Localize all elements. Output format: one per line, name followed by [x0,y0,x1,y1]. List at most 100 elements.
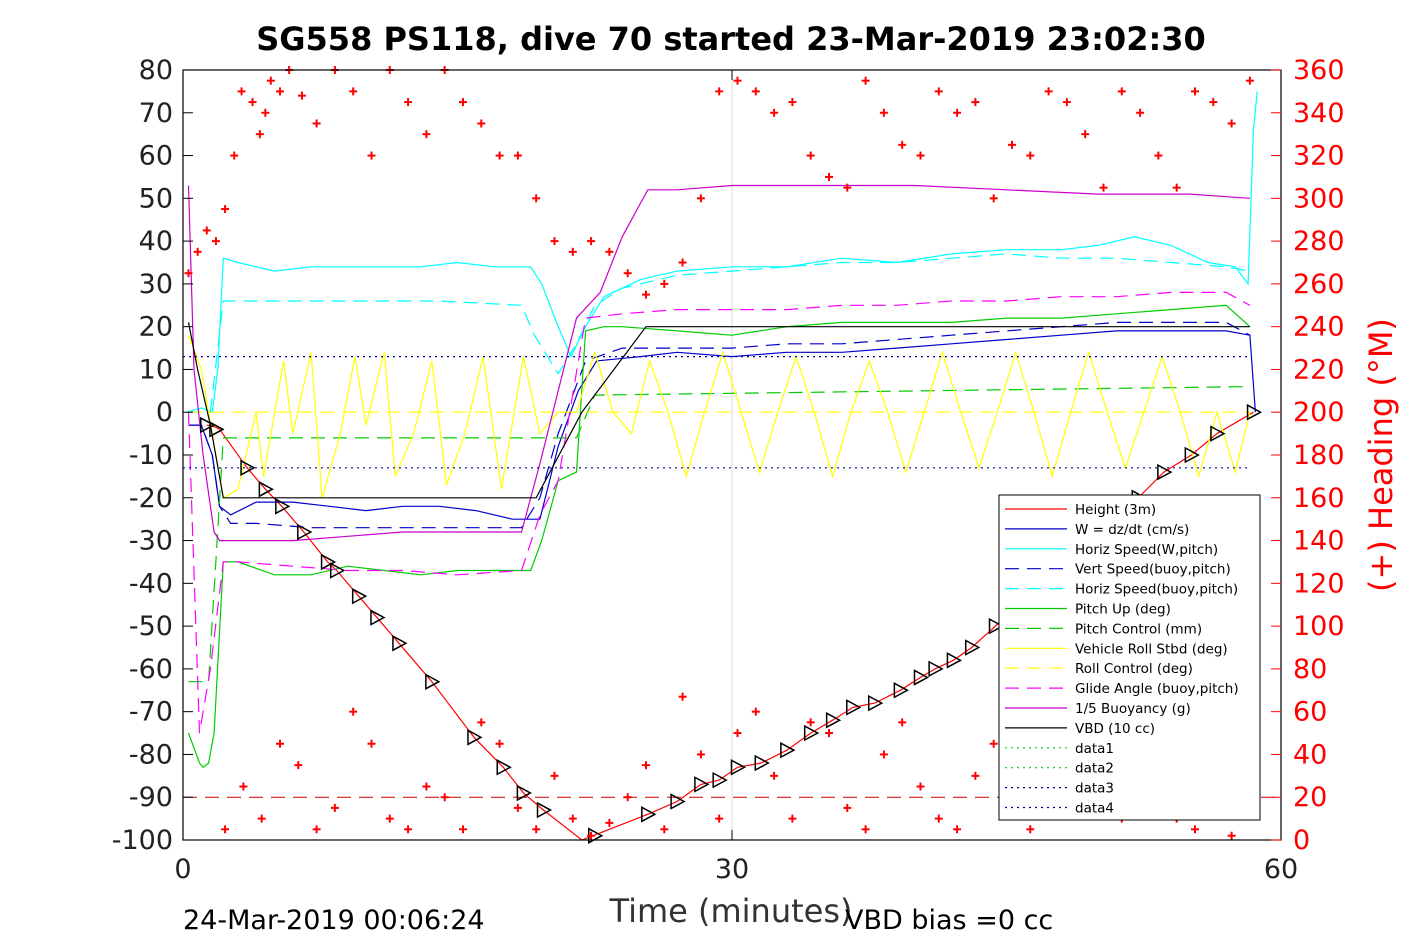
depth-marker [867,694,884,712]
depth-marker [320,553,337,571]
heading-point [458,98,467,107]
depth-marker [258,480,274,498]
y-tick-label-right: 20 [1293,782,1327,813]
heading-point [297,91,306,100]
x-tick-label: 60 [1264,854,1298,885]
y-tick-label-right: 240 [1293,312,1345,343]
heading-point [733,729,742,738]
heading-point [230,151,239,160]
y-tick-label-left: -70 [129,697,173,728]
heading-point [751,87,760,96]
heading-point [879,108,888,117]
legend-entry: data2 [1075,761,1114,777]
y-tick-label-right: 60 [1293,697,1327,728]
heading-point [989,194,998,203]
y-tick-label-left: -30 [129,526,173,557]
heading-point [1044,87,1053,96]
series-layer [183,91,1281,841]
y-tick-label-left: 20 [139,312,173,343]
series-line-1 [188,330,1256,520]
depth-marker [846,699,862,716]
depth-marker [467,729,483,746]
legend-entry: Roll Control (deg) [1075,661,1193,677]
heading-point [1136,108,1145,117]
heading-layer [184,66,1254,840]
tick-layer: 0 30 6080706050403020100-10-20-30-40-50-60… [112,55,1345,885]
heading-point [257,814,266,823]
depth-marker [536,801,553,819]
y-tick-label-left: 60 [139,141,173,172]
legend-entry: Glide Angle (buoy,pitch) [1075,681,1239,697]
heading-point [312,825,321,834]
heading-point [824,172,833,181]
heading-point [843,183,852,192]
depth-marker [1210,425,1226,442]
heading-point [440,793,449,802]
heading-point [861,76,870,85]
series-line-3 [188,321,1251,529]
y-tick-label-left: -10 [129,440,173,471]
depth-marker [351,587,368,605]
legend-entry: Vert Speed(buoy,pitch) [1075,562,1231,578]
y-tick-label-left: 70 [139,98,173,129]
heading-point [678,258,687,267]
y-tick-label-left: 50 [139,183,173,214]
heading-point [806,718,815,727]
y-tick-label-left: -50 [129,611,173,642]
heading-point [261,108,270,117]
heading-point [733,76,742,85]
heading-point [513,151,522,160]
depth-marker [516,784,532,802]
y-tick-label-right: 0 [1293,825,1310,856]
heading-point [843,803,852,812]
legend-entry: data1 [1075,741,1114,757]
y-axis-right-label: (+) Heading (°M) [1362,318,1400,592]
depth-marker [694,776,710,793]
series-line-4 [188,253,1251,413]
depth-marker [928,660,944,678]
heading-point [349,707,358,716]
heading-point [989,739,998,748]
heading-point [660,279,669,288]
depth-marker [730,759,747,776]
heading-point [495,739,504,748]
heading-point [641,290,650,299]
heading-point [953,108,962,117]
heading-point [550,237,559,246]
heading-point [477,718,486,727]
depth-marker [496,759,512,776]
heading-point [971,98,980,107]
depth-marker [1184,446,1200,464]
heading-point [532,825,541,834]
y-tick-label-right: 360 [1293,55,1345,86]
depth-marker [392,634,408,652]
depth-marker [297,523,313,541]
depth-marker [803,724,820,742]
y-tick-label-left: -40 [129,568,173,599]
heading-point [696,750,705,759]
heading-point [349,87,358,96]
heading-point [696,194,705,203]
depth-marker [329,562,346,579]
y-tick-label-right: 100 [1293,611,1345,642]
y-tick-label-right: 260 [1293,269,1345,300]
heading-point [221,205,230,214]
y-tick-label-right: 140 [1293,526,1345,557]
heading-point [587,237,596,246]
heading-point [385,814,394,823]
heading-point [788,98,797,107]
y-tick-label-right: 200 [1293,397,1345,428]
y-tick-label-left: -60 [129,654,173,685]
depth-marker [200,416,216,434]
heading-point [1026,825,1035,834]
series-line-2 [186,91,1258,414]
heading-point [1026,151,1035,160]
y-tick-label-left: 40 [139,226,173,257]
heading-point [275,87,284,96]
depth-marker [754,754,770,772]
heading-point [211,237,220,246]
heading-point [605,818,614,827]
depth-marker [893,682,909,699]
series-line-9 [187,291,1251,734]
